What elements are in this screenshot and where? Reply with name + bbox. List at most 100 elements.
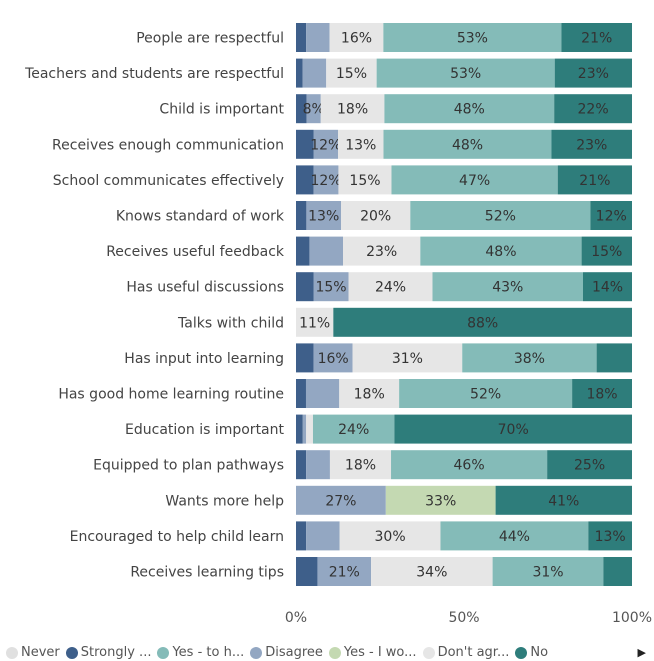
- bar-segment[interactable]: [320, 94, 385, 124]
- bar-segment[interactable]: [296, 485, 386, 515]
- data-label: 38%: [514, 351, 545, 367]
- bar-segment[interactable]: [296, 23, 307, 52]
- bar-segment[interactable]: [384, 94, 555, 124]
- legend-item[interactable]: Don't agr...: [422, 645, 509, 660]
- bar-segment[interactable]: [352, 343, 463, 373]
- bar-segment[interactable]: [296, 521, 307, 551]
- bar-segment[interactable]: [492, 557, 604, 586]
- bar-segment[interactable]: [312, 414, 395, 444]
- bar-segment[interactable]: [440, 521, 589, 551]
- bar-segment[interactable]: [296, 236, 310, 266]
- bar-segment[interactable]: [296, 343, 314, 373]
- bar-segment[interactable]: [391, 450, 548, 480]
- bar-segment[interactable]: [313, 343, 353, 373]
- bar-segment[interactable]: [590, 201, 632, 230]
- bar-segment[interactable]: [348, 272, 433, 302]
- bar-segment[interactable]: [557, 165, 632, 195]
- bar-segment[interactable]: [572, 379, 632, 408]
- bar-segment[interactable]: [296, 307, 334, 337]
- bar-segment[interactable]: [410, 201, 591, 230]
- bar-segment[interactable]: [495, 485, 632, 515]
- bar-segment[interactable]: [588, 521, 632, 551]
- legend-item[interactable]: Strongly ...: [65, 645, 151, 660]
- bar-segment[interactable]: [329, 23, 384, 52]
- bar-segment[interactable]: [462, 343, 597, 373]
- bar-segment[interactable]: [581, 236, 632, 266]
- bar-segment[interactable]: [329, 450, 392, 480]
- legend-swatch: [250, 646, 263, 659]
- bar-segment[interactable]: [296, 94, 307, 124]
- bar-segment[interactable]: [583, 272, 632, 302]
- bar-segment[interactable]: [313, 129, 339, 159]
- bar-segment[interactable]: [371, 557, 493, 586]
- bar-segment[interactable]: [306, 201, 342, 230]
- bar-segment[interactable]: [561, 23, 632, 52]
- bar-segment[interactable]: [338, 165, 392, 195]
- bar-segment[interactable]: [554, 58, 632, 88]
- data-label: 21%: [579, 173, 610, 189]
- bar-segment[interactable]: [296, 379, 306, 408]
- bar-segment[interactable]: [333, 307, 632, 337]
- bar-segment[interactable]: [302, 414, 307, 444]
- legend-item[interactable]: No: [515, 645, 548, 660]
- bar-segment[interactable]: [296, 272, 314, 302]
- bar-segment[interactable]: [306, 414, 313, 444]
- data-label: 24%: [375, 280, 406, 296]
- bar-segment[interactable]: [376, 58, 555, 88]
- bar-segment[interactable]: [296, 165, 314, 195]
- legend-item[interactable]: Yes - I wo...: [328, 645, 417, 660]
- category-label: Encouraged to help child learn: [70, 529, 284, 545]
- data-label: 48%: [452, 137, 483, 153]
- bar-segment[interactable]: [383, 129, 552, 159]
- legend-next-icon[interactable]: ▶: [637, 646, 646, 659]
- bar-segment[interactable]: [394, 414, 632, 444]
- bar-segment[interactable]: [432, 272, 584, 302]
- bar-segment[interactable]: [420, 236, 582, 266]
- bar-segment[interactable]: [296, 201, 307, 230]
- bar-segment[interactable]: [296, 414, 303, 444]
- bar-segment[interactable]: [554, 94, 632, 124]
- bar-segment[interactable]: [313, 165, 339, 195]
- bar-segment[interactable]: [313, 272, 349, 302]
- bar-segment[interactable]: [317, 557, 372, 586]
- bar-segment[interactable]: [338, 129, 384, 159]
- bar-segment[interactable]: [306, 521, 340, 551]
- legend-item[interactable]: Never: [6, 645, 60, 660]
- bar-segment[interactable]: [399, 379, 573, 408]
- data-label: 47%: [459, 173, 490, 189]
- bar-segment[interactable]: [339, 379, 400, 408]
- bar-segment[interactable]: [309, 236, 344, 266]
- bar-segment[interactable]: [391, 165, 558, 195]
- x-tick-label: 100%: [612, 610, 652, 626]
- legend-item[interactable]: Yes - to h...: [157, 645, 244, 660]
- bar-segment[interactable]: [383, 23, 562, 52]
- data-label: 33%: [425, 493, 456, 509]
- data-label: 41%: [548, 493, 579, 509]
- bar-segment[interactable]: [603, 557, 632, 586]
- bar-segment[interactable]: [341, 201, 411, 230]
- data-label: 22%: [578, 102, 609, 118]
- bar-segment[interactable]: [296, 58, 303, 88]
- legend-swatch: [65, 646, 78, 659]
- bar-segment[interactable]: [302, 58, 327, 88]
- bar-segment[interactable]: [596, 343, 632, 373]
- bar-segment[interactable]: [306, 450, 330, 480]
- data-label: 52%: [470, 387, 501, 403]
- bar-segment[interactable]: [296, 557, 318, 586]
- category-label: Education is important: [125, 422, 284, 438]
- bar-segment[interactable]: [339, 521, 441, 551]
- legend-label: Yes - to h...: [172, 645, 245, 660]
- bar-segment[interactable]: [551, 129, 633, 159]
- bar-segment[interactable]: [306, 94, 321, 124]
- bar-segment[interactable]: [385, 485, 496, 515]
- bar-segment[interactable]: [326, 58, 377, 88]
- bar-segment[interactable]: [296, 129, 314, 159]
- legend-item[interactable]: Disagree: [250, 645, 323, 660]
- bar-segment[interactable]: [305, 379, 340, 408]
- bar-segment[interactable]: [306, 23, 330, 52]
- data-label: 53%: [457, 31, 488, 47]
- data-label: 20%: [360, 209, 391, 225]
- bar-segment[interactable]: [343, 236, 421, 266]
- bar-segment[interactable]: [547, 450, 632, 480]
- bar-segment[interactable]: [296, 450, 307, 480]
